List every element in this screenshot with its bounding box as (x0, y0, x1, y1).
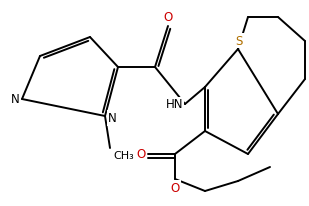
Text: HN: HN (166, 98, 183, 111)
Text: S: S (235, 35, 243, 48)
Text: O: O (137, 148, 146, 161)
Text: O: O (170, 181, 180, 194)
Text: O: O (163, 11, 173, 24)
Text: N: N (11, 93, 20, 106)
Text: N: N (108, 112, 117, 125)
Text: CH₃: CH₃ (113, 150, 134, 160)
